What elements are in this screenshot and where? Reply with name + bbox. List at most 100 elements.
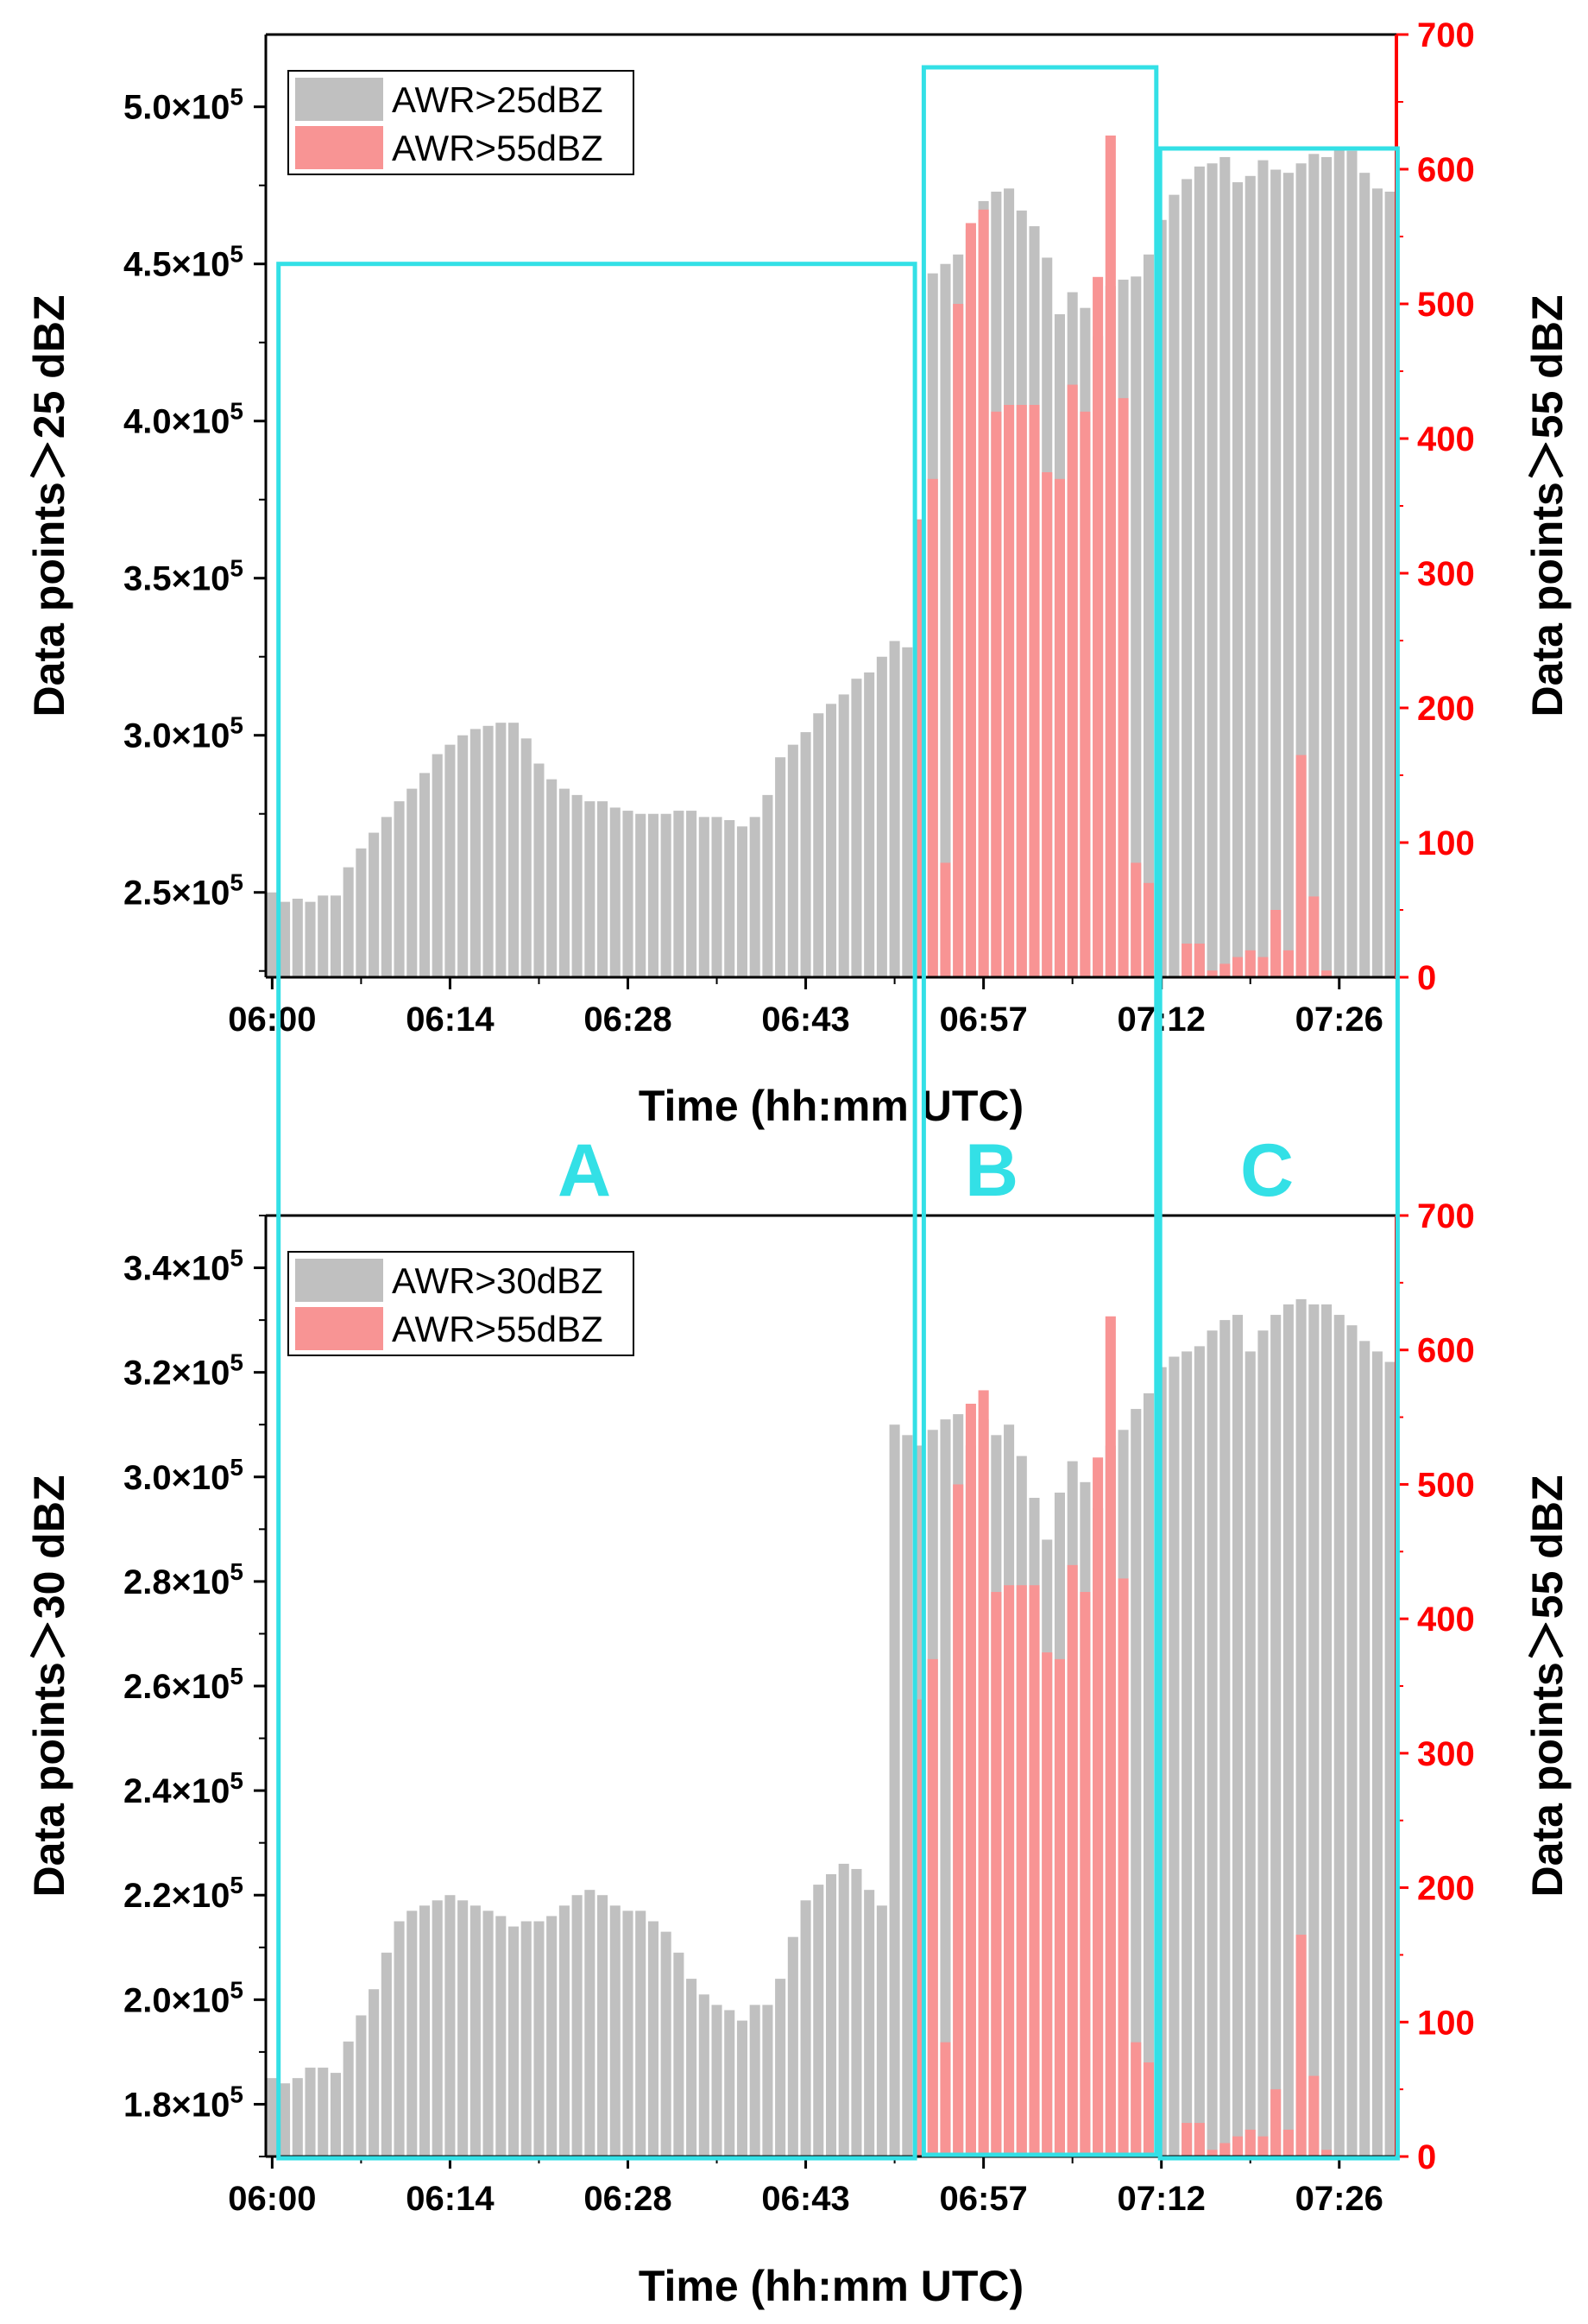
bar-series-red — [915, 1316, 1333, 2157]
bar-red — [1054, 478, 1065, 977]
bar-gray — [419, 773, 431, 977]
bar-gray — [647, 1921, 659, 2157]
bar-gray — [1282, 1304, 1294, 2157]
bar-gray — [736, 2020, 747, 2157]
bar-gray — [1232, 1315, 1244, 2157]
chart-top: 2.5×105 3.0×105 3.5×105 4.0×105 4.5×105 5.0×1… — [25, 16, 1572, 1130]
bar-gray — [864, 672, 875, 977]
y-tick-label: 2.6×105 — [123, 1663, 243, 1706]
bar-gray — [507, 1926, 520, 2157]
bar-gray — [546, 779, 558, 977]
bar-gray — [1194, 1346, 1205, 2157]
y2-tick-label: 200 — [1417, 1870, 1475, 1908]
bar-gray — [482, 725, 494, 977]
bar-red — [965, 223, 976, 977]
bar-red — [953, 304, 964, 977]
bar-gray — [318, 2068, 329, 2157]
region-label-c: C — [1240, 1129, 1294, 1212]
bar-red — [978, 209, 989, 978]
bar-red — [1016, 405, 1027, 977]
bar-red — [1219, 963, 1231, 977]
x-tick-label: 06:28 — [583, 2180, 671, 2218]
bar-gray — [469, 729, 481, 977]
bar-gray — [533, 1921, 545, 2157]
bar-gray — [469, 1905, 481, 2157]
bar-gray — [686, 811, 697, 977]
bar-gray — [1182, 179, 1193, 977]
y2-tick-label: 100 — [1417, 824, 1475, 862]
bar-gray — [660, 813, 671, 977]
y2-tick-label: 0 — [1417, 2138, 1436, 2176]
bar-gray — [673, 1952, 684, 2157]
x-tick-label: 06:43 — [761, 1001, 849, 1039]
bar-gray — [1333, 1315, 1345, 2157]
bar-gray — [457, 735, 469, 977]
bar-red — [1029, 1585, 1040, 2157]
bar-gray — [940, 263, 951, 978]
bar-gray — [813, 713, 824, 977]
bar-gray — [1257, 1330, 1269, 2157]
bar-gray — [902, 1435, 913, 2157]
x-axis-title: Time (hh:mm UTC) — [639, 1082, 1024, 1130]
chart-bottom: 1.8×105 2.0×105 2.2×105 2.4×105 2.6×105 2.8×1… — [25, 1197, 1572, 2310]
y2-tick-label: 100 — [1417, 2004, 1475, 2042]
y-tick-label: 1.8×105 — [123, 2081, 243, 2124]
x-tick-label: 06:14 — [406, 1001, 495, 1039]
bar-red — [978, 1390, 989, 2157]
legend: AWR>25dBZ AWR>55dBZ — [287, 70, 634, 175]
bar-gray — [520, 738, 532, 977]
bar-gray — [838, 694, 849, 977]
region-box-a — [276, 262, 917, 2161]
bar-gray — [1232, 182, 1244, 977]
bar-gray — [1308, 154, 1320, 977]
y2-tick-label: 700 — [1417, 1197, 1475, 1235]
legend-swatch — [295, 1307, 383, 1350]
bar-gray — [1207, 163, 1218, 978]
bar-gray — [533, 763, 545, 977]
bar-red — [1042, 472, 1053, 977]
bar-red — [1118, 1578, 1129, 2157]
bar-red — [1321, 2150, 1333, 2157]
bar-red — [1067, 384, 1078, 978]
bar-gray — [292, 2078, 303, 2157]
x-axis-title: Time (hh:mm UTC) — [639, 2262, 1024, 2310]
bar-red — [1270, 2089, 1282, 2157]
bar-gray — [381, 817, 392, 977]
y-tick-label: 3.0×105 — [123, 1454, 243, 1497]
bar-gray — [597, 801, 608, 977]
bar-red — [1182, 2123, 1193, 2157]
y-tick-label: 3.5×105 — [123, 555, 243, 598]
bar-red — [1257, 2136, 1269, 2157]
bar-red — [1093, 276, 1104, 977]
bar-gray — [507, 723, 520, 977]
bar-gray — [825, 704, 837, 977]
bar-gray — [381, 1952, 392, 2157]
bar-gray — [1131, 276, 1142, 977]
region-label-a: A — [558, 1129, 611, 1212]
bar-red — [1105, 136, 1116, 977]
bar-red — [1282, 2129, 1294, 2157]
bar-gray — [825, 1874, 837, 2157]
bar-gray — [558, 788, 570, 977]
bar-gray — [698, 1994, 709, 2157]
bar-gray — [1384, 192, 1396, 977]
bar-gray — [762, 794, 773, 977]
bar-red — [1321, 970, 1333, 977]
bar-gray — [889, 1424, 900, 2157]
bar-gray — [609, 1905, 621, 2157]
bar-gray — [1182, 1351, 1193, 2157]
bar-red — [1042, 1652, 1053, 2157]
bar-gray — [1270, 169, 1282, 977]
bar-red — [1232, 2136, 1244, 2157]
legend-swatch — [295, 126, 383, 169]
bar-red — [1308, 2075, 1320, 2157]
y2-tick-label: 200 — [1417, 690, 1475, 728]
y-tick-label: 3.4×105 — [123, 1245, 243, 1288]
bar-red — [1194, 2123, 1205, 2157]
bar-gray — [1207, 1330, 1218, 2157]
bar-red — [1093, 1457, 1104, 2157]
bar-red — [1067, 1564, 1078, 2157]
y2-tick-label: 400 — [1417, 420, 1475, 458]
y-tick-label: 2.2×105 — [123, 1872, 243, 1915]
bar-red — [1282, 950, 1294, 977]
